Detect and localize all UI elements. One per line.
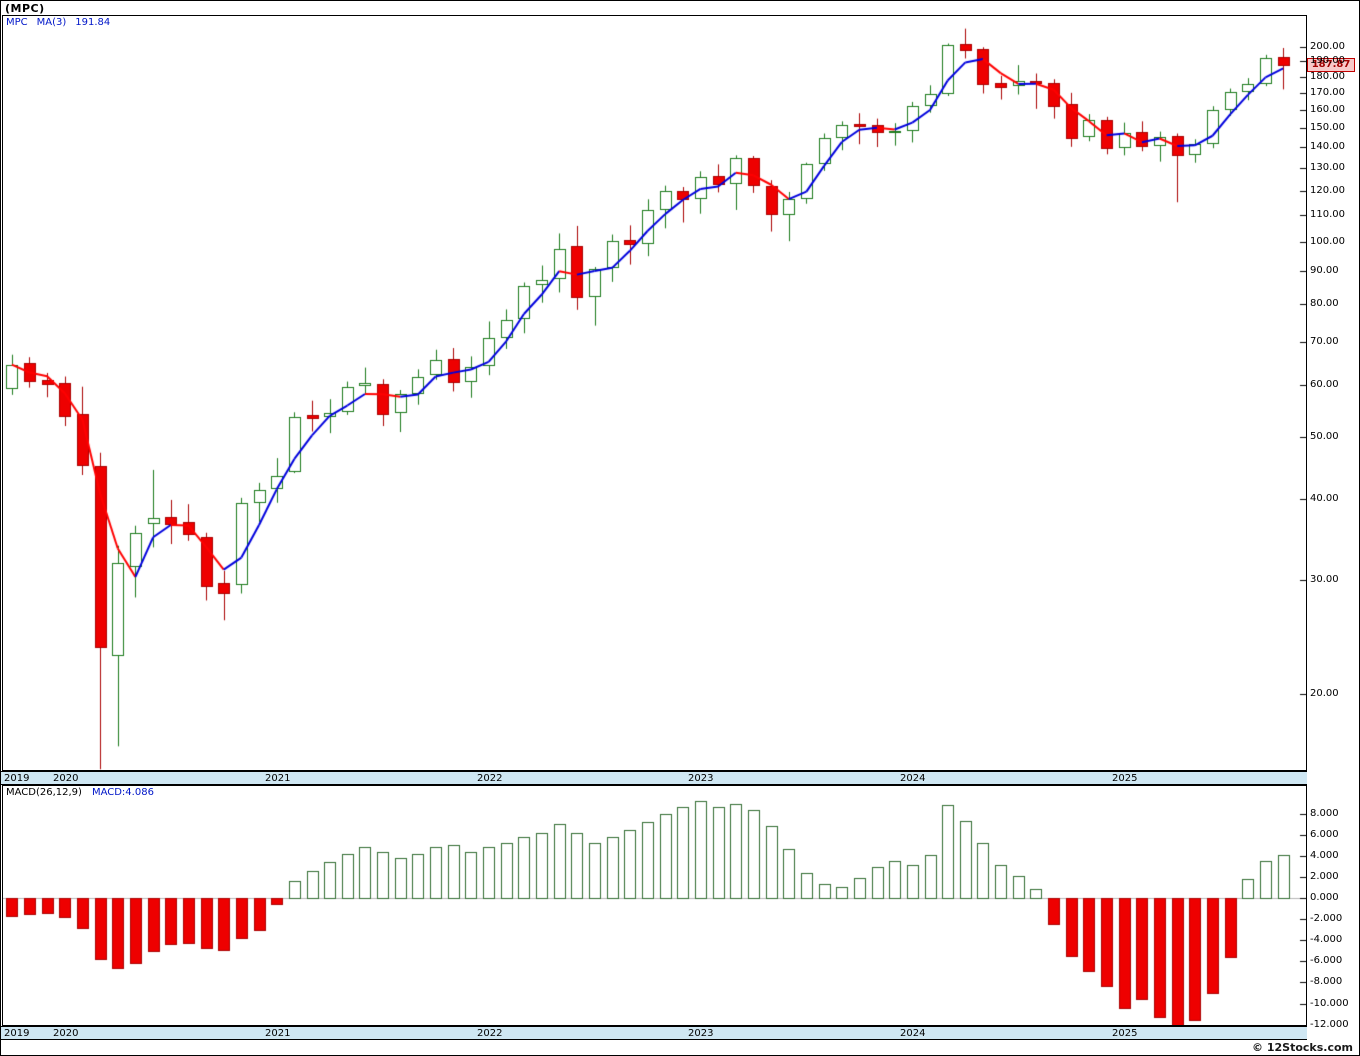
price-axis-tick: 20.00 bbox=[1310, 688, 1339, 699]
price-axis-tick: 160.00 bbox=[1310, 104, 1345, 115]
price-axis-tick: 180.00 bbox=[1310, 71, 1345, 82]
year-label-2022: 2022 bbox=[477, 1028, 503, 1039]
price-axis-tick: 90.00 bbox=[1310, 265, 1339, 276]
price-axis-tick: 60.00 bbox=[1310, 379, 1339, 390]
price-axis-tick: 120.00 bbox=[1310, 185, 1345, 196]
year-label-2024: 2024 bbox=[900, 773, 926, 784]
year-label-2021: 2021 bbox=[265, 1028, 291, 1039]
price-axis-tick: 200.00 bbox=[1310, 41, 1345, 52]
macd-axis-tick: -2.000 bbox=[1310, 913, 1343, 924]
price-axis-tick: 30.00 bbox=[1310, 574, 1339, 585]
price-axis-tick: 50.00 bbox=[1310, 431, 1339, 442]
watermark: © 12Stocks.com bbox=[1252, 1041, 1353, 1054]
macd-pane bbox=[2, 785, 1307, 1026]
year-label-2021: 2021 bbox=[265, 773, 291, 784]
price-axis-tick: 140.00 bbox=[1310, 141, 1345, 152]
last-price-badge: 187.87 bbox=[1307, 58, 1355, 72]
year-label-2019: 2019 bbox=[4, 773, 30, 784]
price-axis-tick: 80.00 bbox=[1310, 298, 1339, 309]
year-label-2019: 2019 bbox=[4, 1028, 30, 1039]
price-axis-tick: 110.00 bbox=[1310, 209, 1345, 220]
price-axis-tick: 190.00 bbox=[1310, 55, 1345, 66]
price-axis-tick: 70.00 bbox=[1310, 336, 1339, 347]
year-label-2025: 2025 bbox=[1112, 773, 1138, 784]
year-label-2020: 2020 bbox=[53, 1028, 79, 1039]
price-axis-tick: 170.00 bbox=[1310, 87, 1345, 98]
macd-axis-tick: 2.000 bbox=[1310, 871, 1339, 882]
price-axis-tick: 130.00 bbox=[1310, 162, 1345, 173]
price-axis-tick: 100.00 bbox=[1310, 236, 1345, 247]
page-title: (MPC) bbox=[5, 2, 45, 15]
x-axis-strip-top: 2019 2020 2021 2022 2023 2024 2025 bbox=[1, 771, 1307, 785]
macd-axis-tick: -10.000 bbox=[1310, 998, 1349, 1009]
macd-axis-tick: 0.000 bbox=[1310, 892, 1339, 903]
year-label-2024: 2024 bbox=[900, 1028, 926, 1039]
year-label-2022: 2022 bbox=[477, 773, 503, 784]
macd-axis-tick: -6.000 bbox=[1310, 955, 1343, 966]
macd-chart-canvas bbox=[3, 786, 1306, 1025]
year-label-2023: 2023 bbox=[688, 773, 714, 784]
year-label-2025: 2025 bbox=[1112, 1028, 1138, 1039]
macd-axis-tick: 4.000 bbox=[1310, 850, 1339, 861]
macd-axis-tick: 6.000 bbox=[1310, 829, 1339, 840]
macd-axis-tick: 8.000 bbox=[1310, 808, 1339, 819]
price-axis-tick: 40.00 bbox=[1310, 493, 1339, 504]
price-pane bbox=[2, 15, 1307, 771]
macd-axis-tick: -8.000 bbox=[1310, 976, 1343, 987]
price-chart-canvas bbox=[3, 16, 1306, 770]
year-label-2020: 2020 bbox=[53, 773, 79, 784]
macd-axis-tick: -12.000 bbox=[1310, 1019, 1349, 1030]
macd-axis-tick: -4.000 bbox=[1310, 934, 1343, 945]
price-axis-tick: 150.00 bbox=[1310, 122, 1345, 133]
year-label-2023: 2023 bbox=[688, 1028, 714, 1039]
footer: © 12Stocks.com bbox=[1, 1040, 1359, 1055]
x-axis-strip-bottom: 2019 2020 2021 2022 2023 2024 2025 bbox=[1, 1026, 1307, 1040]
